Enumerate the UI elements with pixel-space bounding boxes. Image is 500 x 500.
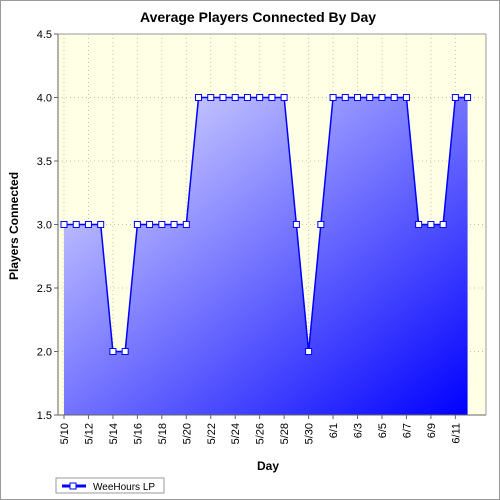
data-point [427, 221, 435, 228]
data-point [366, 94, 374, 101]
data-point [415, 221, 423, 228]
data-point [341, 94, 349, 101]
data-point [195, 94, 203, 101]
data-point [231, 94, 239, 101]
data-point [121, 348, 129, 355]
data-point [305, 348, 313, 355]
data-point [109, 348, 117, 355]
x-tick-label: 6/11 [450, 423, 462, 444]
data-point [292, 221, 300, 228]
legend-box [55, 477, 165, 494]
x-tick-label: 6/1 [328, 423, 340, 438]
plot-area: 1.5 2.0 2.5 3.0 3.5 4.0 4.5 5/10 5/12 5/14 5/16 5/1… [37, 29, 487, 444]
data-point [439, 221, 447, 228]
data-point [97, 221, 105, 228]
data-point [158, 221, 166, 228]
y-tick-label: 2.0 [37, 347, 52, 359]
x-tick-label: 5/22 [206, 423, 218, 444]
x-tick-label: 6/3 [353, 423, 365, 438]
legend-label: WeeHours LP [93, 482, 155, 493]
legend-point-marker [69, 482, 77, 490]
x-tick-label: 5/20 [181, 423, 193, 444]
data-point [451, 94, 459, 101]
data-point [464, 94, 472, 101]
x-tick-label: 5/14 [108, 423, 120, 444]
data-point [133, 221, 141, 228]
x-tick-label: 5/16 [132, 423, 144, 444]
y-tick-label: 1.5 [37, 410, 52, 422]
data-point [84, 221, 92, 228]
data-point [378, 94, 386, 101]
y-axis-title: Players Connected [7, 172, 21, 280]
x-tick-label: 5/26 [255, 423, 267, 444]
x-tick-label: 5/28 [279, 423, 291, 444]
data-point [329, 94, 337, 101]
x-axis-title: Day [257, 459, 279, 473]
x-tick-label: 6/7 [401, 423, 413, 438]
data-point [354, 94, 362, 101]
data-point [256, 94, 264, 101]
data-point [390, 94, 398, 101]
data-point [268, 94, 276, 101]
data-point [280, 94, 288, 101]
x-tick-label: 5/30 [304, 423, 316, 444]
y-tick-label: 4.0 [37, 93, 52, 105]
x-tick-label: 5/10 [59, 423, 71, 444]
x-tick-label: 5/18 [157, 423, 169, 444]
y-tick-label: 3.5 [37, 156, 52, 168]
y-tick-label: 4.5 [37, 29, 52, 41]
chart-title: Average Players Connected By Day [140, 9, 376, 25]
data-point [72, 221, 80, 228]
data-point [207, 94, 215, 101]
data-point [60, 221, 68, 228]
series-line [64, 96, 468, 353]
data-point [402, 94, 410, 101]
data-point [182, 221, 190, 228]
data-point [170, 221, 178, 228]
data-point [219, 94, 227, 101]
data-point [317, 221, 325, 228]
y-tick-label: 3.0 [37, 220, 52, 232]
x-tick-label: 5/12 [83, 423, 95, 444]
data-point [146, 221, 154, 228]
series-area [64, 97, 468, 415]
x-tick-label: 5/24 [230, 423, 242, 444]
x-tick-label: 6/9 [426, 423, 438, 438]
y-tick-label: 2.5 [37, 283, 52, 295]
data-point [243, 94, 251, 101]
x-tick-label: 6/5 [377, 423, 389, 438]
legend: WeeHours LP [55, 477, 165, 494]
